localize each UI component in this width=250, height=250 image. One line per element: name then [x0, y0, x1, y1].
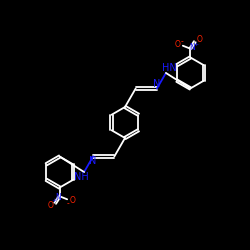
Text: N: N — [90, 156, 97, 166]
Text: O: O — [69, 196, 75, 205]
Text: O: O — [196, 35, 202, 44]
Text: -: - — [180, 37, 183, 46]
Text: N: N — [153, 78, 160, 88]
Text: -: - — [67, 199, 70, 208]
Text: N: N — [55, 193, 60, 202]
Text: NH: NH — [74, 172, 88, 182]
Text: +: + — [193, 42, 198, 48]
Text: HN: HN — [162, 63, 176, 73]
Text: O: O — [48, 201, 54, 210]
Text: N: N — [190, 43, 195, 52]
Text: +: + — [52, 198, 57, 202]
Text: O: O — [175, 40, 181, 49]
